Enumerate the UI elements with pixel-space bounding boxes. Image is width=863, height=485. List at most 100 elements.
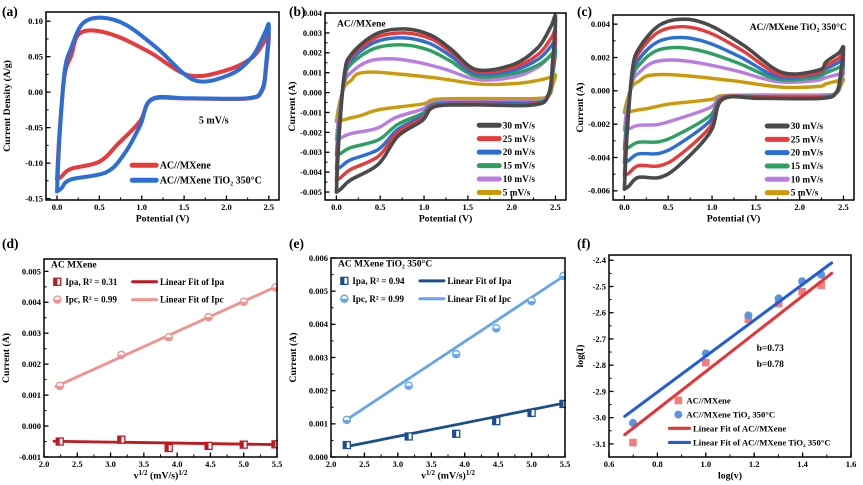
svg-text:-2.4: -2.4 (593, 255, 607, 265)
svg-text:2.5: 2.5 (264, 202, 275, 212)
svg-text:0.8: 0.8 (652, 459, 663, 469)
svg-text:AC MXene: AC MXene (51, 261, 97, 271)
svg-text:4.0: 4.0 (172, 459, 183, 469)
svg-text:5.5: 5.5 (560, 459, 571, 469)
svg-text:3.0: 3.0 (105, 459, 116, 469)
svg-text:0.5: 0.5 (94, 202, 105, 212)
svg-text:25 mV/s: 25 mV/s (503, 135, 536, 145)
svg-text:Potential (V): Potential (V) (419, 214, 473, 225)
svg-text:AC MXene TiO₂ 350°C: AC MXene TiO₂ 350°C (338, 259, 432, 270)
svg-text:0.002: 0.002 (22, 359, 41, 369)
svg-text:1.2: 1.2 (749, 459, 760, 469)
svg-text:-0.10: -0.10 (25, 158, 43, 168)
svg-text:-0.005: -0.005 (300, 187, 322, 197)
svg-text:(b): (b) (289, 4, 306, 19)
svg-text:5 mV/s: 5 mV/s (503, 189, 531, 199)
svg-text:0.0: 0.0 (331, 202, 342, 212)
svg-text:-2.6: -2.6 (593, 308, 606, 318)
svg-text:1.6: 1.6 (846, 459, 857, 469)
svg-text:(e): (e) (289, 236, 304, 251)
svg-text:10 mV/s: 10 mV/s (791, 175, 824, 185)
panel-a-chart: 0.0 0.5 1.0 1.5 2.0 2.5 -0.15 -0.10 -0.05 0.00 0.0… (2, 4, 280, 225)
svg-text:5 mV/s: 5 mV/s (791, 189, 819, 199)
svg-text:Current (A): Current (A) (1, 333, 12, 383)
svg-text:Linear Fit of AC//MXene TiO₂ 3: Linear Fit of AC//MXene TiO₂ 350°C (693, 438, 831, 448)
svg-text:log(v): log(v) (718, 471, 742, 482)
svg-text:-0.001: -0.001 (300, 107, 322, 117)
svg-text:0.000: 0.000 (591, 86, 610, 96)
svg-text:AC//MXene: AC//MXene (686, 396, 731, 406)
svg-text:-0.15: -0.15 (25, 193, 43, 203)
svg-text:-2.9: -2.9 (593, 386, 606, 396)
svg-text:-2.7: -2.7 (593, 334, 607, 344)
svg-text:(d): (d) (2, 236, 19, 251)
svg-text:2.0: 2.0 (221, 202, 232, 212)
svg-text:1.0: 1.0 (419, 202, 430, 212)
svg-text:15 mV/s: 15 mV/s (791, 162, 824, 172)
svg-text:0.002: 0.002 (303, 48, 322, 58)
svg-text:AC//MXene: AC//MXene (160, 160, 212, 171)
svg-text:2.0: 2.0 (326, 459, 337, 469)
svg-text:2.0: 2.0 (794, 202, 805, 212)
svg-text:4.0: 4.0 (459, 459, 470, 469)
svg-text:Linear Fit of Ipa: Linear Fit of Ipa (447, 276, 512, 286)
panel-e-chart: 2.0 2.5 3.0 3.5 4.0 4.5 5.0 5.5 0.000 0.001 0.002 0… (288, 236, 571, 482)
svg-text:v1/2 (mV/s)1/2: v1/2 (mV/s)1/2 (421, 469, 475, 481)
svg-text:-0.002: -0.002 (300, 127, 322, 137)
svg-text:-0.003: -0.003 (300, 147, 322, 157)
svg-text:Current (A): Current (A) (575, 82, 586, 132)
svg-text:Linear Fit of Ipc: Linear Fit of Ipc (447, 294, 511, 304)
svg-text:2.0: 2.0 (39, 459, 50, 469)
svg-text:Current Density (A/g): Current Density (A/g) (2, 60, 13, 152)
svg-text:-0.004: -0.004 (300, 167, 323, 177)
svg-text:5.5: 5.5 (272, 459, 283, 469)
svg-text:0.000: 0.000 (309, 452, 328, 462)
svg-text:20 mV/s: 20 mV/s (503, 148, 536, 158)
svg-text:0.002: 0.002 (591, 52, 610, 62)
svg-text:Ipa, R² = 0.94: Ipa, R² = 0.94 (352, 276, 405, 286)
svg-text:1.0: 1.0 (136, 202, 147, 212)
svg-text:Potential (V): Potential (V) (707, 214, 761, 225)
svg-text:0.001: 0.001 (22, 390, 41, 400)
svg-text:2.5: 2.5 (838, 202, 849, 212)
svg-text:3.5: 3.5 (426, 459, 437, 469)
svg-text:2.0: 2.0 (506, 202, 517, 212)
svg-text:0.05: 0.05 (28, 52, 43, 62)
svg-text:AC//MXene: AC//MXene (337, 19, 386, 29)
svg-text:1.5: 1.5 (751, 202, 762, 212)
svg-text:0.0: 0.0 (52, 202, 63, 212)
svg-text:15 mV/s: 15 mV/s (503, 162, 536, 172)
svg-text:-3.1: -3.1 (593, 439, 606, 449)
panel-b-chart: 0.0 0.5 1.0 1.5 2.0 2.5 -0.005 -0.004 -0.003 -0.0… (287, 4, 567, 225)
svg-text:1.5: 1.5 (463, 202, 474, 212)
svg-text:(c): (c) (577, 4, 592, 19)
svg-text:-2.8: -2.8 (593, 360, 606, 370)
svg-text:5 mV/s: 5 mV/s (199, 116, 229, 127)
svg-text:1.4: 1.4 (797, 459, 808, 469)
svg-text:0.005: 0.005 (309, 286, 328, 296)
panel-c-chart: 0.0 0.5 1.0 1.5 2.0 2.5 -0.006 -0.004 -0.002 0.00… (575, 4, 855, 225)
svg-text:-0.006: -0.006 (588, 186, 610, 196)
svg-text:Linear Fit of Ipa: Linear Fit of Ipa (160, 277, 225, 287)
svg-text:-0.05: -0.05 (25, 123, 43, 133)
svg-text:0.002: 0.002 (309, 386, 328, 396)
svg-text:0.000: 0.000 (22, 421, 41, 431)
svg-text:2.5: 2.5 (72, 459, 83, 469)
svg-text:log(I): log(I) (575, 345, 586, 368)
svg-text:AC//MXene TiO₂ 350°C: AC//MXene TiO₂ 350°C (750, 22, 847, 33)
svg-text:0.5: 0.5 (663, 202, 674, 212)
svg-text:0.6: 0.6 (604, 459, 615, 469)
svg-text:AC//MXene TiO₂ 350°C: AC//MXene TiO₂ 350°C (686, 410, 775, 420)
svg-text:20 mV/s: 20 mV/s (791, 149, 824, 159)
svg-text:Ipa, R² = 0.31: Ipa, R² = 0.31 (65, 277, 118, 287)
panel-f-chart: 0.6 0.8 1.0 1.2 1.4 1.6 -3.1 -3.0 -2.9 -2.8 -2.7 -2… (575, 236, 857, 482)
svg-text:2.5: 2.5 (550, 202, 561, 212)
svg-text:4.5: 4.5 (493, 459, 504, 469)
svg-text:Current (A): Current (A) (287, 81, 298, 131)
svg-text:3.5: 3.5 (139, 459, 150, 469)
svg-text:0.005: 0.005 (22, 266, 41, 276)
svg-text:Linear Fit of AC//MXene: Linear Fit of AC//MXene (693, 423, 786, 433)
svg-text:0.004: 0.004 (303, 8, 323, 18)
svg-text:b=0.78: b=0.78 (757, 360, 785, 370)
